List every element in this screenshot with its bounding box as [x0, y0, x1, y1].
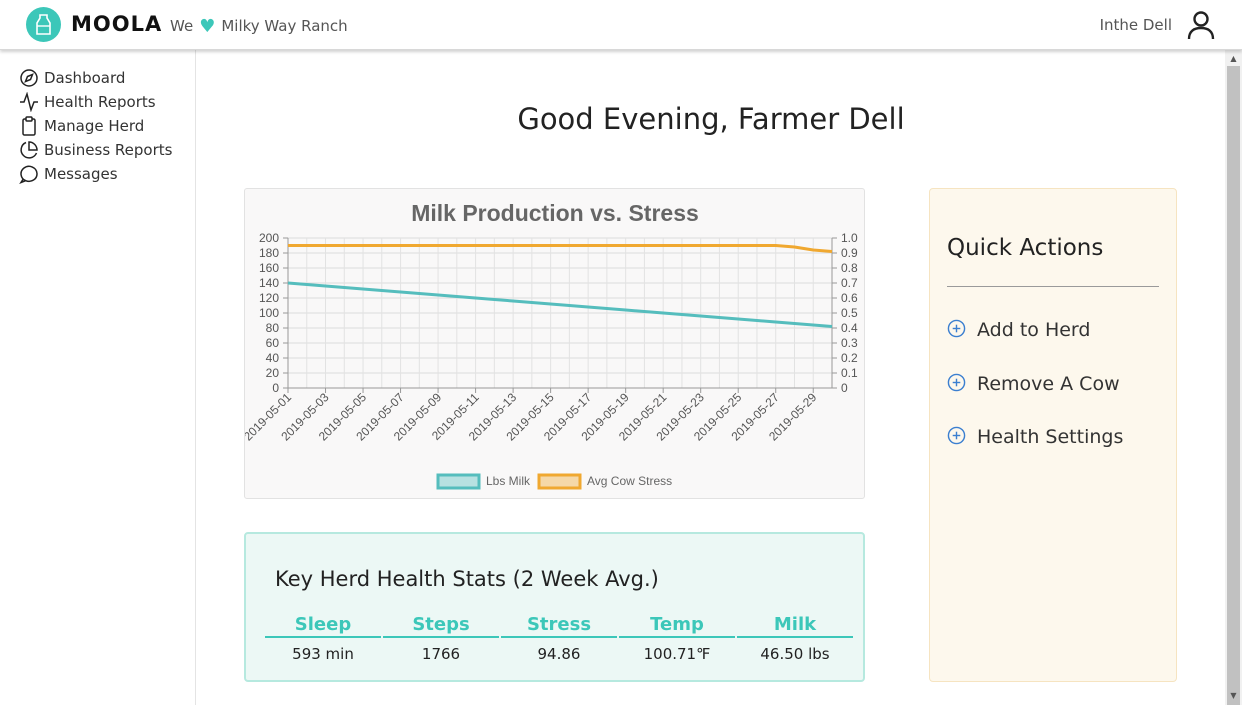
scroll-down-icon[interactable]: ▼ [1230, 691, 1237, 700]
tagline: We ♥ Milky Way Ranch [170, 16, 348, 37]
sidebar-item-label: Dashboard [44, 69, 126, 87]
top-bar: MOOLA We ♥ Milky Way Ranch Inthe Dell [0, 0, 1242, 50]
stat-head: Stress [501, 612, 617, 638]
y-right-tick-label: 0.3 [841, 336, 858, 350]
plus-circle-icon [947, 426, 966, 444]
divider [947, 286, 1159, 287]
stat-milk: Milk 46.50 lbs [736, 612, 854, 663]
legend-label: Avg Cow Stress [587, 474, 672, 488]
page-title: Good Evening, Farmer Dell [517, 102, 905, 136]
series-line-lbs-milk [287, 281, 833, 328]
plus-circle-icon [947, 319, 966, 337]
logo-text[interactable]: MOOLA [71, 12, 163, 36]
stat-value: 94.86 [537, 645, 581, 663]
remove-a-cow-button[interactable]: Remove A Cow [947, 373, 1120, 395]
stat-steps: Steps 1766 [382, 612, 500, 663]
health-settings-button[interactable]: Health Settings [947, 426, 1123, 448]
stat-value: 46.50 lbs [760, 645, 830, 663]
scroll-up-icon[interactable]: ▲ [1230, 54, 1237, 63]
legend-label: Lbs Milk [486, 474, 531, 488]
stat-sleep: Sleep 593 min [264, 612, 382, 663]
y-right-tick-label: 0 [841, 381, 848, 395]
user-icon[interactable] [1187, 10, 1215, 40]
y-right-tick-label: 0.2 [841, 351, 858, 365]
user-name[interactable]: Inthe Dell [1099, 16, 1172, 34]
y-left-tick-label: 200 [259, 231, 279, 245]
y-left-tick-label: 40 [266, 351, 280, 365]
y-left-tick-label: 140 [259, 276, 279, 290]
stat-value: 593 min [292, 645, 354, 663]
stat-temp: Temp 100.71℉ [618, 612, 736, 663]
stats-table: Sleep 593 min Steps 1766 Stress 94.86 Te… [264, 612, 854, 663]
y-left-tick-label: 100 [259, 306, 279, 320]
quick-actions-title: Quick Actions [947, 235, 1104, 261]
y-right-tick-label: 0.6 [841, 291, 858, 305]
series-line-avg-cow-stress [288, 244, 833, 253]
stat-head: Steps [383, 612, 499, 638]
quick-actions-card: Quick Actions Add to Herd Remove A Cow H… [929, 188, 1177, 682]
scroll-thumb[interactable] [1227, 66, 1240, 705]
sidebar-item-label: Manage Herd [44, 117, 145, 135]
y-left-tick-label: 160 [259, 261, 279, 275]
milk-stress-chart-card: Milk Production vs. Stress 0 20 40 60 80 100 1… [244, 188, 865, 499]
stat-value: 1766 [421, 645, 461, 663]
heart-icon: ♥ [199, 16, 216, 37]
y-right-tick-label: 0.5 [841, 306, 858, 320]
milk-stress-chart: Milk Production vs. Stress 0204060801001… [245, 200, 858, 490]
y-left-tick-label: 0 [272, 381, 279, 395]
vertical-scrollbar[interactable]: ▲ ▼ [1225, 50, 1242, 705]
sidebar: Dashboard Health Reports Manage Herd Bus… [0, 50, 196, 705]
sidebar-item-label: Health Reports [44, 93, 156, 111]
compass-icon [20, 69, 38, 87]
sidebar-item-manage-herd[interactable]: Manage Herd [0, 114, 195, 138]
stat-head: Sleep [265, 612, 381, 638]
sidebar-item-dashboard[interactable]: Dashboard [0, 66, 195, 90]
legend-swatch [436, 473, 481, 490]
sidebar-item-label: Messages [44, 165, 118, 183]
add-to-herd-button[interactable]: Add to Herd [947, 319, 1090, 341]
y-left-tick-label: 60 [266, 336, 280, 350]
y-right-tick-label: 0.9 [841, 246, 858, 260]
y-left-tick-label: 120 [259, 291, 279, 305]
stat-stress: Stress 94.86 [500, 612, 618, 663]
stat-head: Temp [619, 612, 735, 638]
sidebar-item-business-reports[interactable]: Business Reports [0, 138, 195, 162]
sidebar-item-health-reports[interactable]: Health Reports [0, 90, 195, 114]
y-right-tick-label: 1.0 [841, 231, 858, 245]
tagline-prefix: We [170, 17, 194, 35]
stat-head: Milk [737, 612, 853, 638]
sidebar-item-label: Business Reports [44, 141, 173, 159]
logo-icon[interactable] [26, 7, 61, 42]
y-right-tick-label: 0.8 [841, 261, 858, 275]
quick-action-label: Health Settings [977, 426, 1124, 448]
legend-swatch [537, 473, 582, 490]
quick-action-label: Remove A Cow [977, 373, 1120, 395]
y-right-tick-label: 0.4 [841, 321, 858, 335]
herd-health-stats-card: Key Herd Health Stats (2 Week Avg.) Slee… [244, 532, 865, 682]
y-left-tick-label: 180 [259, 246, 279, 260]
sidebar-item-messages[interactable]: Messages [0, 162, 195, 186]
chart-title: Milk Production vs. Stress [411, 200, 699, 226]
y-right-tick-label: 0.7 [841, 276, 858, 290]
message-circle-icon [19, 165, 38, 184]
clipboard-icon [22, 116, 36, 136]
stat-value: 100.71℉ [643, 645, 711, 663]
y-left-tick-label: 20 [266, 366, 280, 380]
quick-action-label: Add to Herd [977, 319, 1091, 341]
activity-icon [20, 92, 38, 112]
y-left-tick-label: 80 [266, 321, 280, 335]
pie-chart-icon [20, 141, 38, 159]
stats-title: Key Herd Health Stats (2 Week Avg.) [275, 567, 659, 591]
ranch-name: Milky Way Ranch [221, 17, 348, 35]
plus-circle-icon [947, 373, 966, 391]
y-right-tick-label: 0.1 [841, 366, 858, 380]
